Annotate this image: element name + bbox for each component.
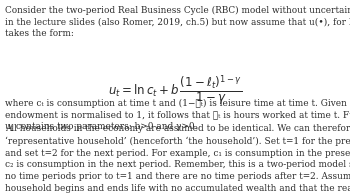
Text: Consider the two-period Real Business Cycle (RBC) model without uncertainty pres: Consider the two-period Real Business Cy… — [5, 5, 350, 38]
Text: where cₜ is consumption at time t and (1−ℓₜ) is leisure time at time t. Given th: where cₜ is consumption at time t and (1… — [5, 98, 350, 131]
Text: All households in the economy are assumed to be identical. We can therefore cons: All households in the economy are assume… — [5, 124, 350, 193]
Text: $u_t = \mathrm{ln}\,c_t +b\,\dfrac{(1-\ell_t)^{1-\gamma}}{1-\gamma}$: $u_t = \mathrm{ln}\,c_t +b\,\dfrac{(1-\e… — [108, 74, 242, 108]
